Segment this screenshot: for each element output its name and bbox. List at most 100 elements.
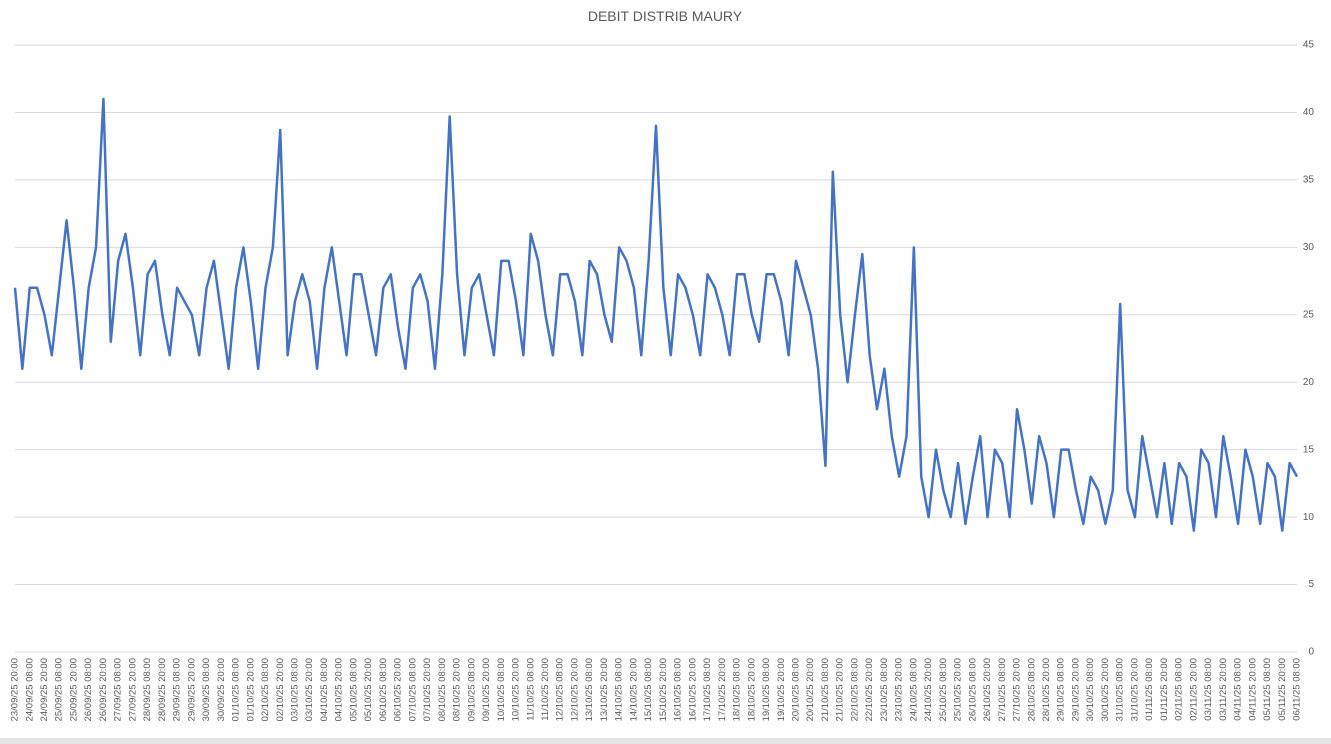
x-tick-label: 28/10/25 20:00 <box>1041 658 1052 721</box>
x-tick-label: 18/10/25 20:00 <box>746 658 757 721</box>
x-tick-label: 30/09/25 08:00 <box>201 658 212 721</box>
x-tick-label: 12/10/25 20:00 <box>569 658 580 721</box>
x-tick-label: 29/10/25 08:00 <box>1056 658 1067 721</box>
x-tick-label: 29/10/25 20:00 <box>1070 658 1081 721</box>
x-tick-label: 01/10/25 08:00 <box>231 658 242 721</box>
x-tick-label: 13/10/25 08:00 <box>584 658 595 721</box>
x-tick-label: 08/10/25 20:00 <box>452 658 463 721</box>
x-tick-label: 14/10/25 20:00 <box>628 658 639 721</box>
x-tick-label: 27/10/25 20:00 <box>1012 658 1023 721</box>
x-tick-label: 03/10/25 20:00 <box>304 658 315 721</box>
x-tick-label: 10/10/25 20:00 <box>511 658 522 721</box>
x-tick-label: 06/11/25 08:00 <box>1292 658 1303 721</box>
x-tick-label: 16/10/25 08:00 <box>673 658 684 721</box>
x-tick-label: 24/09/25 20:00 <box>39 658 50 721</box>
bottom-strip <box>0 738 1331 744</box>
x-tick-label: 06/10/25 08:00 <box>378 658 389 721</box>
x-tick-label: 04/11/25 20:00 <box>1247 658 1258 721</box>
x-tick-label: 04/11/25 08:00 <box>1233 658 1244 721</box>
x-tick-label: 15/10/25 08:00 <box>643 658 654 721</box>
x-tick-label: 05/11/25 20:00 <box>1277 658 1288 721</box>
x-tick-label: 06/10/25 20:00 <box>393 658 404 721</box>
x-tick-label: 24/09/25 08:00 <box>24 658 35 721</box>
x-tick-label: 26/09/25 20:00 <box>98 658 109 721</box>
x-tick-label: 11/10/25 08:00 <box>525 658 536 721</box>
x-tick-label: 27/10/25 08:00 <box>997 658 1008 721</box>
x-tick-label: 23/10/25 20:00 <box>894 658 905 721</box>
x-tick-label: 13/10/25 20:00 <box>599 658 610 721</box>
x-tick-label: 22/10/25 08:00 <box>849 658 860 721</box>
x-tick-label: 20/10/25 08:00 <box>791 658 802 721</box>
x-tick-label: 24/10/25 20:00 <box>923 658 934 721</box>
x-tick-label: 20/10/25 20:00 <box>805 658 816 721</box>
y-tick-label: 25 <box>1303 309 1315 320</box>
x-tick-label: 23/10/25 08:00 <box>879 658 890 721</box>
y-tick-label: 45 <box>1303 40 1315 51</box>
x-tick-label: 26/09/25 08:00 <box>83 658 94 721</box>
x-tick-label: 27/09/25 20:00 <box>127 658 138 721</box>
x-tick-label: 05/11/25 08:00 <box>1262 658 1273 721</box>
x-tick-label: 30/09/25 20:00 <box>216 658 227 721</box>
x-tick-label: 25/10/25 08:00 <box>938 658 949 721</box>
data-line <box>13 97 1299 532</box>
y-tick-label: 40 <box>1303 107 1315 118</box>
x-tick-label: 26/10/25 08:00 <box>967 658 978 721</box>
x-tick-label: 02/10/25 08:00 <box>260 658 271 721</box>
x-tick-label: 22/10/25 20:00 <box>864 658 875 721</box>
x-tick-label: 08/10/25 08:00 <box>437 658 448 721</box>
y-tick-label: 0 <box>1308 647 1314 658</box>
y-tick-label: 5 <box>1308 579 1314 590</box>
x-tick-label: 02/11/25 08:00 <box>1174 658 1185 721</box>
x-tick-label: 02/10/25 20:00 <box>275 658 286 721</box>
chart-title: DEBIT DISTRIB MAURY <box>588 8 743 24</box>
y-tick-label: 35 <box>1303 175 1315 186</box>
y-tick-label: 10 <box>1303 512 1315 523</box>
x-tick-label: 04/10/25 08:00 <box>319 658 330 721</box>
x-tick-label: 09/10/25 08:00 <box>466 658 477 721</box>
x-tick-label: 02/11/25 20:00 <box>1188 658 1199 721</box>
x-tick-label: 03/11/25 20:00 <box>1218 658 1229 721</box>
x-tick-label: 30/10/25 20:00 <box>1100 658 1111 721</box>
x-tick-label: 28/09/25 20:00 <box>157 658 168 721</box>
x-tick-label: 29/09/25 08:00 <box>172 658 183 721</box>
x-tick-label: 25/09/25 20:00 <box>68 658 79 721</box>
x-tick-label: 17/10/25 08:00 <box>702 658 713 721</box>
x-tick-label: 11/10/25 20:00 <box>540 658 551 721</box>
x-tick-label: 28/10/25 08:00 <box>1026 658 1037 721</box>
x-tick-label: 01/11/25 20:00 <box>1159 658 1170 721</box>
x-tick-label: 31/10/25 08:00 <box>1115 658 1126 721</box>
x-tick-label: 01/11/25 08:00 <box>1144 658 1155 721</box>
x-tick-label: 21/10/25 20:00 <box>835 658 846 721</box>
x-tick-label: 03/11/25 08:00 <box>1203 658 1214 721</box>
x-tick-label: 05/10/25 08:00 <box>348 658 359 721</box>
x-tick-label: 19/10/25 08:00 <box>761 658 772 721</box>
x-tick-label: 05/10/25 20:00 <box>363 658 374 721</box>
x-tick-label: 09/10/25 20:00 <box>481 658 492 721</box>
y-tick-label: 15 <box>1303 444 1315 455</box>
x-tick-label: 15/10/25 20:00 <box>658 658 669 721</box>
x-tick-label: 23/09/25 20:00 <box>10 658 21 721</box>
x-tick-label: 07/10/25 08:00 <box>407 658 418 721</box>
x-tick-label: 10/10/25 08:00 <box>496 658 507 721</box>
x-tick-label: 12/10/25 08:00 <box>555 658 566 721</box>
x-tick-label: 24/10/25 08:00 <box>908 658 919 721</box>
x-tick-label: 28/09/25 08:00 <box>142 658 153 721</box>
x-tick-label: 16/10/25 20:00 <box>687 658 698 721</box>
x-tick-label: 31/10/25 20:00 <box>1129 658 1140 721</box>
x-tick-label: 29/09/25 20:00 <box>186 658 197 721</box>
x-tick-label: 25/09/25 08:00 <box>54 658 65 721</box>
y-tick-label: 20 <box>1303 377 1315 388</box>
x-tick-label: 21/10/25 08:00 <box>820 658 831 721</box>
x-tick-label: 14/10/25 08:00 <box>614 658 625 721</box>
x-tick-label: 01/10/25 20:00 <box>245 658 256 721</box>
x-tick-label: 07/10/25 20:00 <box>422 658 433 721</box>
x-tick-label: 27/09/25 08:00 <box>113 658 124 721</box>
x-tick-label: 18/10/25 08:00 <box>732 658 743 721</box>
x-tick-label: 17/10/25 20:00 <box>717 658 728 721</box>
x-tick-label: 19/10/25 20:00 <box>776 658 787 721</box>
x-tick-label: 03/10/25 08:00 <box>289 658 300 721</box>
x-tick-label: 26/10/25 20:00 <box>982 658 993 721</box>
